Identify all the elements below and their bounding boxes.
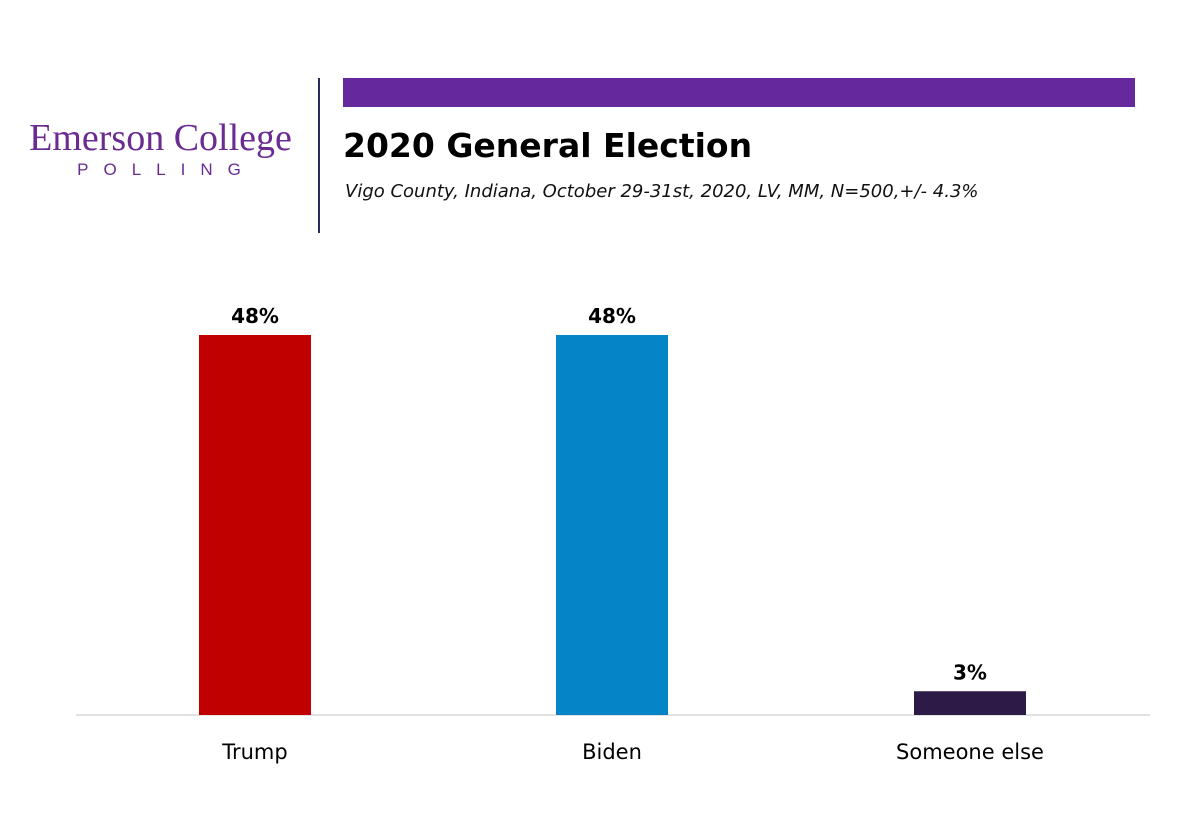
chart-subtitle: Vigo County, Indiana, October 29-31st, 2… [345, 181, 979, 202]
data-label-trump: 48% [231, 304, 279, 328]
logo-name: Emerson College [29, 117, 292, 159]
category-label-biden: Biden [582, 740, 642, 764]
chart-title: 2020 General Election [343, 126, 753, 165]
bar-trump [199, 335, 311, 715]
header-divider [318, 78, 320, 233]
category-label-trump: Trump [221, 740, 287, 764]
emerson-college-polling-logo: Emerson College POLLING [18, 116, 303, 180]
data-label-someone-else: 3% [953, 660, 987, 684]
header-accent-bar [343, 78, 1135, 107]
bar-someone-else [914, 691, 1026, 715]
category-label-someone-else: Someone else [896, 740, 1044, 764]
logo-tagline: POLLING [77, 160, 256, 179]
bar-biden [556, 335, 668, 715]
data-label-biden: 48% [588, 304, 636, 328]
